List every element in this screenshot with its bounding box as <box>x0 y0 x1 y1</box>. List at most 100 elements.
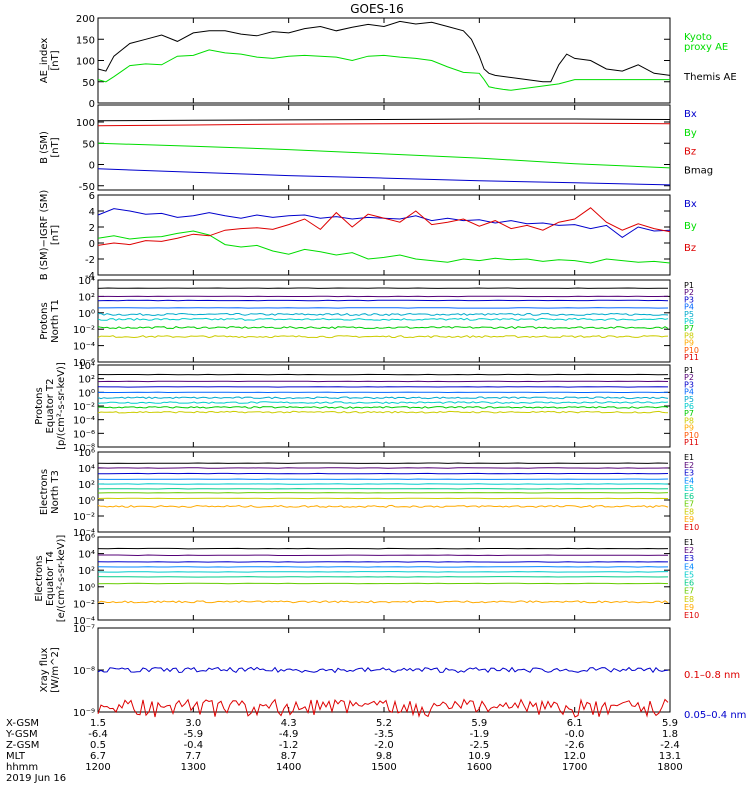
y-tick-label: 10⁻² <box>73 599 95 610</box>
x-axis-value: 6.7 <box>90 751 106 762</box>
x-axis-value: 1400 <box>276 762 301 773</box>
y-axis-label: Electrons <box>39 469 50 515</box>
legend-entry: P1 <box>684 366 694 375</box>
flux-trace <box>97 576 669 578</box>
x-axis-table: X-GSM 1.5 3.0 4.3 5.2 5.9 6.1 5.9Y-GSM -6.4 -5.9-… <box>5 718 683 784</box>
y-axis-label: [nT] <box>50 225 61 245</box>
series-line <box>97 122 671 127</box>
panel-frame <box>97 17 671 104</box>
legend-entry: P3 <box>684 295 694 304</box>
panel-frame <box>97 451 671 533</box>
flux-trace <box>97 312 669 316</box>
legend-entry: Kyoto <box>684 32 712 43</box>
x-axis-value: -4.9 <box>279 729 299 740</box>
series-line <box>97 142 671 169</box>
legend-entry: Bz <box>684 147 696 158</box>
legend-entry: P7 <box>684 324 694 333</box>
x-axis-value: -5.9 <box>184 729 204 740</box>
legend-entry: Bz <box>684 243 696 254</box>
legend-entry: Bmag <box>684 165 713 176</box>
panel-7: 10⁶ 10⁴ 10² 10⁰ 10⁻² 10⁻⁴ Electrons Equator T4[… <box>34 533 699 627</box>
legend-entry: 0.05–0.4 nm <box>684 710 746 721</box>
legend-entry: By <box>684 221 697 232</box>
y-tick-label: 0 <box>89 239 95 250</box>
legend-entry: P2 <box>684 373 694 382</box>
x-axis-row-label: MLT <box>6 751 26 762</box>
y-tick-label: 100 <box>76 57 95 68</box>
x-axis-value: 8.7 <box>281 751 297 762</box>
y-tick-label: 2 <box>89 223 95 234</box>
legend-entry: E2 <box>684 461 694 470</box>
y-tick-label: -2 <box>85 255 95 266</box>
flux-trace <box>97 600 669 604</box>
flux-trace <box>97 326 669 330</box>
legend-entry: P3 <box>684 380 694 389</box>
y-tick-label: 10⁻² <box>73 512 95 523</box>
flux-trace <box>97 547 669 550</box>
y-tick-label: 6 <box>89 191 95 202</box>
legend-entry: Bx <box>684 199 697 210</box>
y-axis-label: [W/m^2] <box>50 647 61 693</box>
legend-entry: P5 <box>684 310 694 319</box>
series-line <box>97 168 671 186</box>
y-axis-label: B (SM)−IGRF (SM) <box>39 190 50 281</box>
y-axis-label: Protons <box>39 302 50 339</box>
legend-entry: P9 <box>684 424 694 433</box>
y-tick-label: 10⁰ <box>78 496 95 507</box>
x-axis-value: 6.1 <box>567 718 583 729</box>
legend-entry: P2 <box>684 288 694 297</box>
legend-entry: E2 <box>684 546 694 555</box>
flux-trace <box>97 396 669 400</box>
x-axis-value: 7.7 <box>185 751 201 762</box>
legend-entry: P10 <box>684 431 699 440</box>
chart-title: GOES-16 <box>350 2 404 16</box>
y-tick-label: 150 <box>76 35 95 46</box>
x-axis-value: 1700 <box>562 762 587 773</box>
y-axis-label: AE_index <box>39 38 50 84</box>
legend-entry: P10 <box>684 346 699 355</box>
legend-entry: P7 <box>684 409 694 418</box>
panel-2: -50 0 50 100 B (SM) [nT] Bx By Bz Bmag <box>39 104 713 193</box>
legend-entry: E10 <box>684 523 699 532</box>
series-line <box>97 20 671 83</box>
y-tick-label: 10⁻⁴ <box>73 616 95 627</box>
y-tick-label: 10⁻⁸ <box>73 443 95 454</box>
x-axis-value: -1.2 <box>279 740 299 751</box>
legend-entry: By <box>684 128 697 139</box>
y-tick-label: 10⁻⁴ <box>73 528 95 539</box>
legend-entry: Bx <box>684 109 697 120</box>
y-tick-label: 10⁰ <box>78 309 95 320</box>
x-axis-value: 1.8 <box>662 729 678 740</box>
legend-entry: Themis AE <box>683 72 737 83</box>
flux-trace <box>97 698 669 718</box>
flux-trace <box>97 566 669 568</box>
legend-entry: 0.1–0.8 nm <box>684 670 740 681</box>
legend-entry: proxy AE <box>684 42 728 53</box>
flux-trace <box>97 571 669 573</box>
legend-entry: E8 <box>684 595 694 604</box>
legend-entry: P9 <box>684 339 694 348</box>
x-axis-value: -2.0 <box>374 740 394 751</box>
panel-3: -4 -2 0 2 4 6 B (SM)−IGRF (SM) [nT] Bx By Bz <box>39 190 697 282</box>
y-tick-label: 10⁻⁶ <box>73 429 95 440</box>
x-axis-value: -6.4 <box>88 729 108 740</box>
legend-entry: E1 <box>684 453 694 462</box>
flux-trace <box>97 335 669 339</box>
y-tick-label: 10⁻⁸ <box>73 666 95 677</box>
y-axis-label: [p/(cm²-s-sr-keV)] <box>56 362 67 450</box>
series-line <box>97 208 671 239</box>
legend-entry: P1 <box>684 281 694 290</box>
x-axis-value: 12.0 <box>564 751 586 762</box>
panel-frame <box>97 104 671 191</box>
y-tick-label: 10⁶ <box>78 448 95 459</box>
y-tick-label: 0 <box>89 99 95 110</box>
legend-entry: E7 <box>684 500 694 509</box>
x-axis-value: -2.5 <box>470 740 490 751</box>
y-tick-label: 10⁶ <box>78 533 95 544</box>
flux-trace <box>97 504 669 508</box>
legend-entry: E7 <box>684 587 694 596</box>
flux-trace <box>97 582 669 585</box>
